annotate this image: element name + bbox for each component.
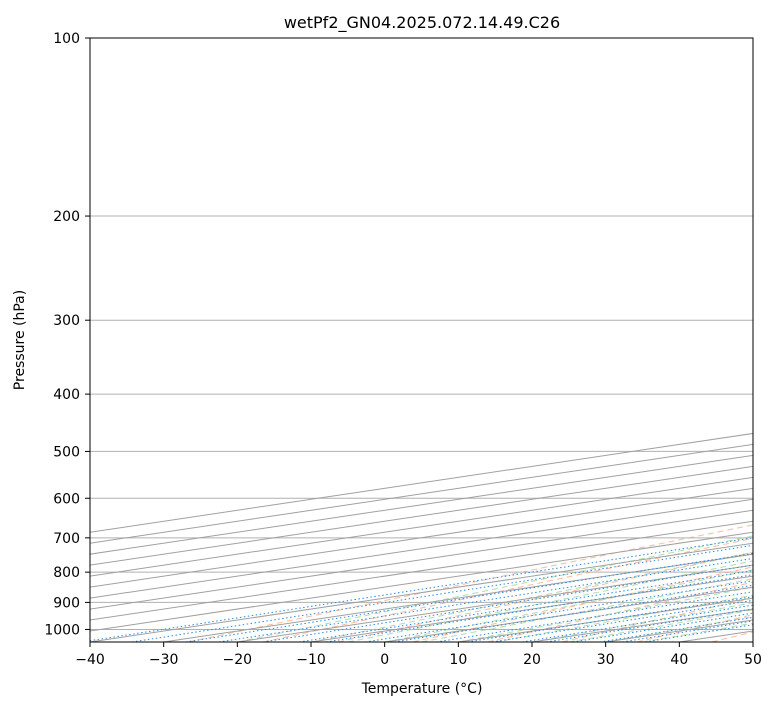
moist-adiabat-line [458,586,753,642]
moist-adiabat-line [347,560,753,642]
mixing-ratio-line [90,537,753,642]
x-tick-label: 50 [744,652,762,668]
dry-adiabat-line [188,524,753,642]
x-tick-label: −10 [296,652,326,668]
y-tick-label: 1000 [44,622,80,638]
isotherm-line [90,498,753,599]
y-tick-label: 800 [53,565,80,581]
x-axis: −40 −30 −20 −10 0 10 20 30 40 50 [75,642,762,668]
mixing-ratio-line [131,544,753,642]
y-tick-label: 600 [53,491,80,507]
y-tick-label: 700 [53,531,80,547]
isotherms [90,432,753,642]
y-axis: 100 200 300 400 500 600 700 800 900 1000 [44,31,90,638]
y-axis-title: Pressure (hPa) [12,290,28,390]
isotherm-line [90,454,753,555]
plot-frame [89,37,754,643]
y-tick-label: 200 [53,209,80,225]
isotherm-line [90,509,753,610]
mixing-ratio-line [572,612,753,642]
x-tick-label: −20 [223,652,253,668]
moist-adiabat-line [384,569,753,642]
moist-adiabat-line [237,535,753,642]
x-axis-title: Temperature (°C) [361,681,483,697]
moist-adiabats [237,535,753,642]
y-tick-label: 100 [53,31,80,47]
isotherm-line [90,443,753,544]
mixing-ratio-lines [90,537,753,642]
x-tick-label: 20 [523,652,541,668]
isotherm-line [90,520,753,621]
x-tick-label: 30 [597,652,615,668]
y-tick-label: 900 [53,595,80,611]
dry-adiabat-line [263,537,753,642]
y-tick-label: 500 [53,444,80,460]
isotherm-line [90,487,753,588]
mixing-ratio-line [546,608,753,642]
x-tick-label: 40 [670,652,688,668]
x-tick-label: 0 [380,652,389,668]
mixing-ratio-line [467,596,753,642]
chart-title: wetPf2_GN04.2025.072.14.49.C26 [284,13,560,33]
y-tick-label: 300 [53,313,80,329]
isotherm-line [90,465,753,566]
mixing-ratio-line [218,557,753,642]
mixing-ratio-line [492,599,753,642]
moist-adiabat-line [531,602,753,642]
x-tick-label: −30 [149,652,179,668]
isotherm-line [90,531,753,632]
isotherm-line [90,476,753,577]
y-tick-label: 400 [53,387,80,403]
mixing-ratio-line [522,604,753,642]
x-tick-label: 10 [449,652,467,668]
x-tick-label: −40 [75,652,105,668]
